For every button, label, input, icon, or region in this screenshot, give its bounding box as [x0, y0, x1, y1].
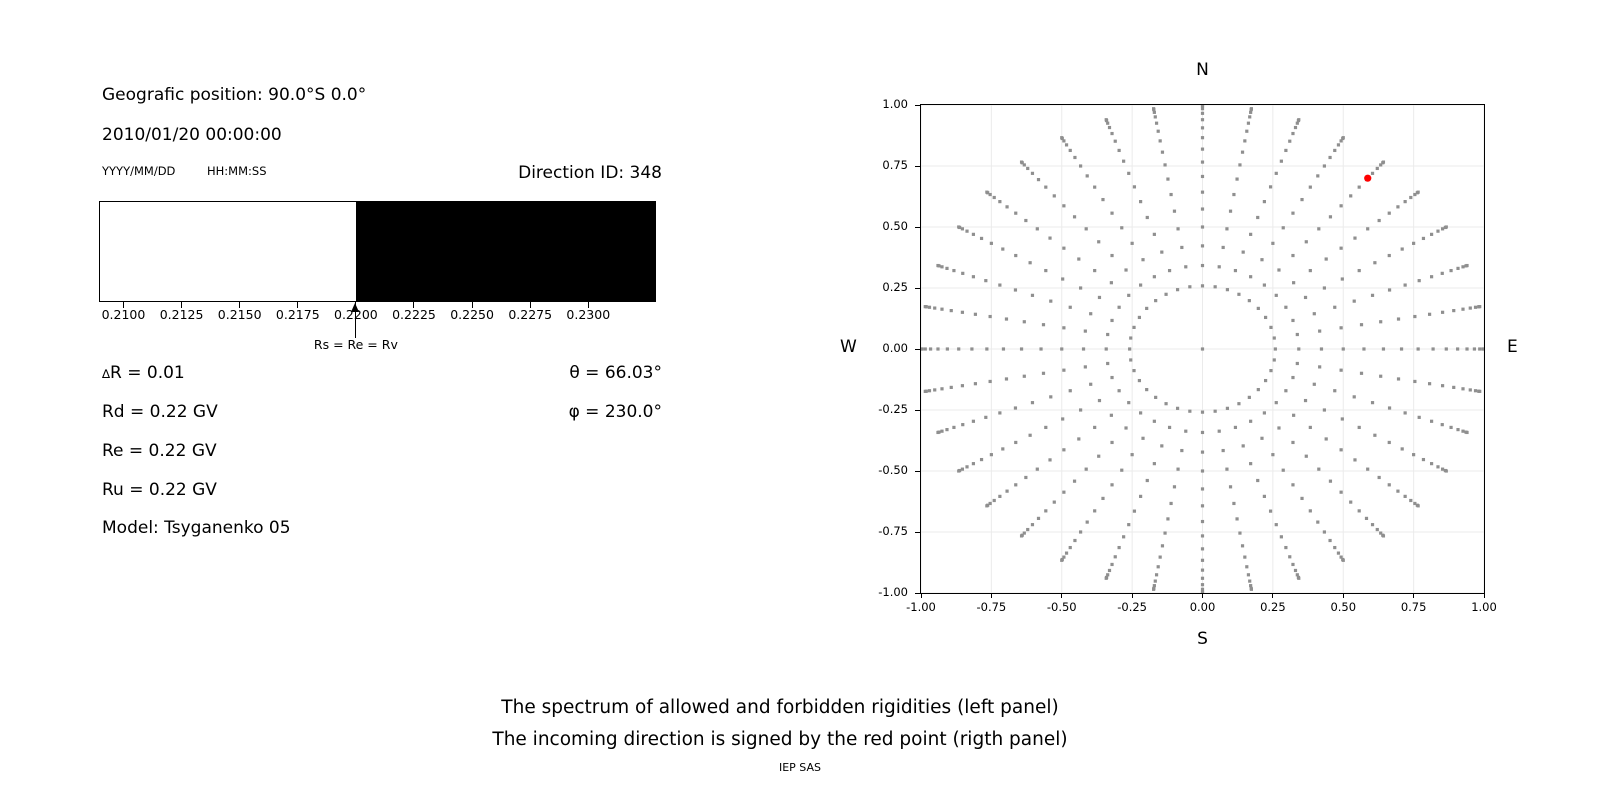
spectrum-x-tick-label: 0.2150 [217, 307, 262, 322]
plot-x-tick-label: -0.25 [1117, 600, 1147, 614]
param-ru: Ru = 0.22 GV [102, 480, 217, 500]
compass-west-label: W [840, 337, 857, 357]
spectrum-x-tick-mark [587, 302, 589, 308]
datetime-label: 2010/01/20 00:00:00 [102, 125, 282, 145]
caption-line-1: The spectrum of allowed and forbidden ri… [501, 697, 1059, 718]
plot-x-tick-mark [1202, 594, 1203, 598]
plot-y-tick-mark [915, 165, 920, 167]
spectrum-x-tick-label: 0.2225 [392, 307, 436, 322]
spectrum-x-tick-mark [181, 302, 183, 308]
geographic-position-label: Geografic position: 90.0°S 0.0° [102, 85, 367, 105]
plot-x-tick-label: -1.00 [906, 600, 936, 614]
compass-east-label: E [1507, 337, 1518, 357]
plot-x-tick-label: 1.00 [1471, 600, 1497, 614]
plot-y-tick-label: -1.00 [878, 585, 908, 599]
cutoff-arrow-shaft [355, 312, 357, 338]
forbidden-rigidity-region [355, 202, 655, 301]
plot-y-tick-mark [915, 348, 920, 350]
plot-x-tick-label: -0.75 [976, 600, 1007, 614]
plot-x-tick-label: 0.50 [1330, 600, 1357, 614]
plot-y-tick-label: 0.25 [882, 280, 908, 294]
direction-grid-dots [919, 103, 1486, 595]
red-point-incoming-direction [1364, 174, 1372, 182]
plot-x-tick-label: 0.00 [1189, 600, 1216, 614]
spectrum-x-tick-label: 0.2175 [275, 307, 320, 322]
plot-x-tick-mark [1413, 594, 1415, 598]
compass-north-label: N [1196, 60, 1209, 80]
plot-y-tick-mark [915, 470, 920, 472]
plot-x-tick-mark [1061, 594, 1063, 598]
plot-x-tick-mark [1131, 594, 1133, 598]
plot-y-tick-mark [915, 592, 920, 594]
date-format-label: YYYY/MM/DD [102, 164, 176, 178]
credit-label: IEP SAS [778, 761, 822, 774]
spectrum-x-tick-mark [239, 302, 241, 308]
plot-x-tick-mark [1342, 594, 1344, 598]
compass-south-label: S [1197, 629, 1208, 649]
plot-x-tick-mark [920, 594, 922, 598]
plot-x-tick-mark [1483, 594, 1485, 598]
spectrum-x-tick-mark [471, 302, 473, 308]
plot-y-tick-label: 0.00 [882, 341, 908, 355]
spectrum-x-tick-mark [529, 302, 531, 308]
plot-x-tick-label: 0.25 [1260, 600, 1286, 614]
spectrum-x-tick-mark [122, 302, 124, 308]
direction-id-label: Direction ID: 348 [518, 163, 662, 183]
plot-y-tick-label: 0.50 [882, 219, 908, 233]
direction-scatter-canvas [919, 103, 1486, 595]
plot-y-tick-mark [915, 409, 920, 411]
plot-y-tick-label: 0.75 [882, 158, 908, 172]
param-delta-r: ∆R = 0.01 [102, 363, 185, 383]
spectrum-x-tick-label: 0.2100 [101, 307, 146, 322]
spectrum-x-tick-label: 0.2125 [159, 307, 204, 322]
rigidity-spectrum-bar [99, 201, 656, 302]
spectrum-x-tick-label: 0.2275 [508, 307, 553, 322]
cutoff-annotation: Rs = Re = Rv [313, 337, 398, 352]
spectrum-x-tick-mark [355, 302, 357, 308]
plot-y-tick-label: 1.00 [882, 97, 908, 111]
spectrum-x-tick-label: 0.2300 [566, 307, 611, 322]
plot-y-tick-mark [915, 531, 920, 533]
plot-y-tick-mark [915, 226, 920, 228]
plot-y-tick-label: -0.50 [878, 463, 908, 477]
param-rd: Rd = 0.22 GV [102, 402, 218, 422]
delta-symbol: ∆ [102, 367, 111, 381]
direction-scatter-plot [919, 103, 1486, 595]
spectrum-x-tick-label: 0.2200 [334, 307, 378, 322]
param-model: Model: Tsyganenko 05 [102, 518, 291, 538]
plot-x-tick-label: 0.75 [1400, 600, 1427, 614]
plot-x-tick-mark [990, 594, 992, 598]
plot-y-tick-mark [915, 287, 920, 289]
plot-x-tick-label: -0.50 [1046, 600, 1077, 614]
plot-y-tick-mark [915, 104, 920, 106]
plot-y-tick-label: -0.25 [878, 402, 908, 416]
param-re: Re = 0.22 GV [102, 441, 217, 461]
param-phi: φ = 230.0° [568, 402, 662, 422]
spectrum-x-tick-label: 0.2250 [450, 307, 494, 322]
caption-line-2: The incoming direction is signed by the … [492, 729, 1068, 750]
plot-x-tick-mark [1272, 594, 1274, 598]
spectrum-x-tick-mark [297, 302, 299, 308]
time-format-label: HH:MM:SS [207, 164, 267, 178]
spectrum-x-tick-mark [413, 302, 415, 308]
param-theta: θ = 66.03° [569, 363, 662, 383]
plot-y-tick-label: -0.75 [878, 524, 908, 538]
